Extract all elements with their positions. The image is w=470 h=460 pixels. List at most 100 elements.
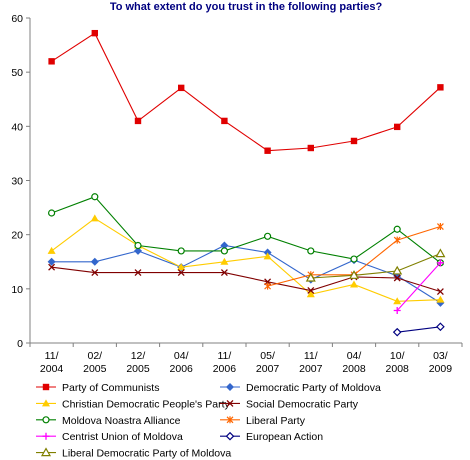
- legend-label: Social Democratic Party: [246, 398, 359, 410]
- data-point-christian-democratic-people-s-party: [263, 252, 272, 260]
- data-point-christian-democratic-people-s-party: [350, 280, 358, 288]
- x-tick-label: 11/2006: [213, 350, 237, 375]
- legend-label: Liberal Democratic Party of Moldova: [62, 448, 231, 460]
- data-point-party-of-communists: [48, 58, 55, 65]
- data-point-social-democratic-party: [220, 269, 228, 277]
- x-tick-label: 04/2008: [342, 350, 366, 375]
- data-point-party-of-communists: [350, 137, 358, 145]
- data-point-christian-democratic-people-s-party: [393, 297, 402, 305]
- data-point-moldova-noastra-alliance: [220, 247, 228, 255]
- x-tick-label: 11/2007: [299, 350, 323, 375]
- legend-swatch-marker: [226, 416, 234, 424]
- legend-swatch-marker: [40, 447, 52, 457]
- chart-title: To what extent do you trust in the follo…: [110, 1, 383, 13]
- data-point-moldova-noastra-alliance: [307, 247, 315, 255]
- legend-item-european-action: European Action: [220, 431, 323, 443]
- x-tick-label: 12/2005: [126, 350, 150, 375]
- data-point-social-democratic-party: [48, 263, 56, 271]
- legend-swatch-marker: [42, 416, 50, 424]
- legend-label: Democratic Party of Moldova: [246, 382, 381, 394]
- legend-label: Moldova Noastra Alliance: [62, 415, 181, 427]
- data-point-party-of-communists: [178, 84, 185, 92]
- data-point-christian-democratic-people-s-party: [436, 295, 445, 303]
- data-point-social-democratic-party: [307, 286, 315, 294]
- x-tick-label: 10/2008: [386, 350, 410, 375]
- x-tick-label: 03/2009: [429, 350, 453, 375]
- data-point-liberal-party: [436, 223, 444, 231]
- legend-label: Centrist Union of Moldova: [62, 431, 183, 443]
- x-tick-label: 11/2004: [40, 350, 64, 375]
- x-tick-label: 04/2006: [170, 350, 194, 375]
- data-point-christian-democratic-people-s-party: [220, 257, 229, 265]
- data-point-party-of-communists: [394, 123, 401, 131]
- series-line-christian-democratic-people-s-party: [51, 217, 441, 302]
- y-tick-label: 30: [11, 176, 23, 188]
- legend-item-party-of-communists: Party of Communists: [36, 382, 159, 394]
- legend-item-christian-democratic-people-s-party: Christian Democratic People's Party: [36, 398, 230, 410]
- legend-item-moldova-noastra-alliance: Moldova Noastra Alliance: [36, 415, 181, 427]
- legend-item-social-democratic-party: Social Democratic Party: [220, 398, 359, 410]
- y-tick-label: 60: [11, 13, 23, 25]
- legend-label: European Action: [246, 431, 323, 443]
- data-point-christian-democratic-people-s-party: [177, 263, 186, 271]
- data-point-moldova-noastra-alliance: [350, 255, 358, 263]
- legend-swatch-marker: [225, 431, 235, 441]
- data-point-party-of-communists: [264, 147, 271, 154]
- data-point-social-democratic-party: [393, 274, 401, 282]
- data-point-liberal-democratic-party-of-moldova: [392, 265, 403, 275]
- data-point-liberal-party: [264, 282, 272, 290]
- y-tick-label: 50: [11, 67, 23, 79]
- series-line-social-democratic-party: [51, 266, 441, 293]
- data-point-moldova-noastra-alliance: [393, 225, 401, 233]
- data-point-centrist-union-of-moldova: [436, 259, 444, 267]
- legend: Party of Communists Democratic Party of M…: [36, 382, 381, 460]
- legend-swatch-marker: [42, 399, 50, 407]
- data-point-democratic-party-of-moldova: [90, 257, 99, 266]
- data-point-liberal-party: [393, 236, 401, 244]
- plot-area: 0 10 20 30 40 50 60 11/2004 02/2005 12/2005 04/200…: [11, 13, 463, 375]
- data-point-christian-democratic-people-s-party: [47, 246, 56, 254]
- legend-label: Christian Democratic People's Party: [62, 398, 230, 410]
- data-point-party-of-communists: [307, 144, 314, 152]
- legend-label: Party of Communists: [62, 382, 159, 394]
- data-point-moldova-noastra-alliance: [177, 247, 185, 255]
- data-point-liberal-democratic-party-of-moldova: [348, 270, 360, 279]
- y-tick-label: 10: [11, 284, 23, 296]
- legend-item-liberal-party: Liberal Party: [220, 415, 306, 427]
- x-tick-label: 02/2005: [83, 350, 107, 375]
- series-line-centrist-union-of-moldova: [396, 262, 441, 311]
- data-point-social-democratic-party: [436, 288, 444, 296]
- series-line-moldova-noastra-alliance: [51, 196, 441, 264]
- y-tick-label: 40: [11, 121, 23, 133]
- data-point-moldova-noastra-alliance: [264, 232, 272, 240]
- data-point-party-of-communists: [134, 117, 142, 125]
- legend-swatch-marker: [226, 399, 234, 407]
- data-point-party-of-communists: [91, 29, 98, 37]
- data-point-moldova-noastra-alliance: [91, 193, 99, 201]
- data-point-moldova-noastra-alliance: [134, 241, 142, 250]
- y-tick-label: 20: [11, 230, 23, 242]
- legend-swatch-marker: [42, 432, 50, 440]
- x-tick-label: 05/2007: [256, 350, 280, 375]
- series-line-party-of-communists: [51, 32, 441, 152]
- data-point-european-action: [436, 322, 445, 332]
- series-line-democratic-party-of-moldova: [51, 244, 441, 304]
- legend-label: Liberal Party: [246, 415, 306, 427]
- series-line-liberal-democratic-party-of-moldova: [310, 253, 441, 279]
- data-point-party-of-communists: [221, 117, 228, 125]
- data-point-democratic-party-of-moldova: [47, 257, 56, 266]
- data-point-democratic-party-of-moldova: [220, 241, 229, 250]
- legend-item-centrist-union-of-moldova: Centrist Union of Moldova: [36, 431, 183, 443]
- data-point-christian-democratic-people-s-party: [306, 290, 315, 298]
- series-line-european-action: [397, 326, 441, 333]
- data-point-democratic-party-of-moldova: [134, 246, 142, 255]
- data-point-moldova-noastra-alliance: [47, 209, 56, 217]
- data-point-christian-democratic-people-s-party: [90, 214, 99, 222]
- legend-swatch-marker: [226, 383, 234, 391]
- legend-item-democratic-party-of-moldova: Democratic Party of Moldova: [220, 382, 381, 394]
- data-point-liberal-democratic-party-of-moldova: [305, 272, 316, 282]
- data-point-social-democratic-party: [91, 269, 99, 277]
- y-tick-label: 0: [17, 338, 23, 350]
- data-point-party-of-communists: [437, 84, 444, 91]
